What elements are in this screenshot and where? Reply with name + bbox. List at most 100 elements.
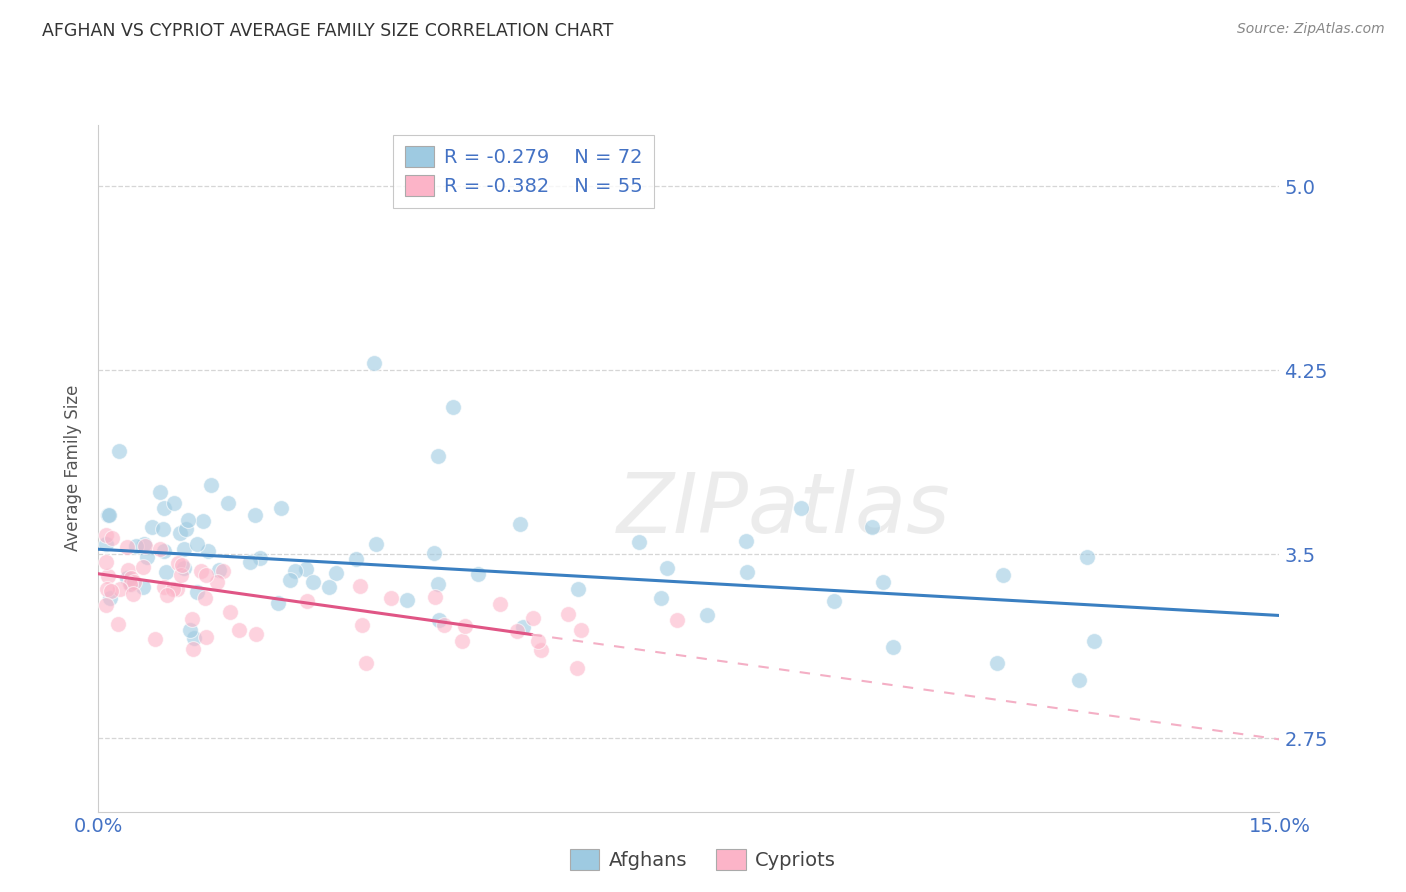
Point	[195, 630, 218, 644]
Point	[169, 525, 191, 540]
Point	[166, 582, 188, 597]
Point	[152, 580, 174, 594]
Point	[163, 496, 186, 510]
Point	[98, 508, 121, 522]
Point	[141, 520, 163, 534]
Point	[1067, 673, 1090, 688]
Point	[134, 539, 156, 553]
Point	[423, 546, 446, 560]
Point	[318, 580, 340, 594]
Point	[666, 613, 689, 627]
Point	[433, 617, 456, 632]
Point	[509, 517, 531, 532]
Point	[454, 618, 477, 632]
Point	[167, 556, 190, 570]
Point	[872, 575, 894, 590]
Point	[270, 501, 292, 516]
Text: AFGHAN VS CYPRIOT AVERAGE FAMILY SIZE CORRELATION CHART: AFGHAN VS CYPRIOT AVERAGE FAMILY SIZE CO…	[42, 22, 613, 40]
Point	[149, 485, 172, 500]
Point	[396, 593, 419, 607]
Point	[380, 591, 402, 606]
Point	[218, 495, 240, 509]
Point	[302, 574, 325, 589]
Point	[115, 571, 138, 585]
Point	[986, 656, 1008, 670]
Point	[162, 582, 184, 597]
Point	[183, 632, 205, 646]
Point	[170, 568, 193, 582]
Point	[249, 550, 271, 565]
Point	[628, 534, 651, 549]
Point	[153, 501, 176, 516]
Point	[657, 561, 679, 575]
Point	[423, 590, 446, 604]
Point	[219, 605, 242, 619]
Point	[124, 539, 146, 553]
Point	[143, 632, 166, 646]
Point	[344, 552, 367, 566]
Point	[96, 582, 118, 596]
Point	[96, 537, 118, 551]
Point	[278, 573, 301, 587]
Point	[427, 613, 450, 627]
Point	[197, 543, 219, 558]
Point	[97, 508, 120, 523]
Point	[735, 534, 758, 549]
Point	[131, 559, 153, 574]
Point	[467, 566, 489, 581]
Point	[427, 576, 450, 591]
Point	[506, 624, 529, 638]
Point	[354, 656, 377, 670]
Point	[737, 566, 759, 580]
Point	[173, 561, 195, 575]
Point	[295, 594, 318, 608]
Point	[245, 626, 267, 640]
Point	[1076, 550, 1098, 565]
Point	[991, 567, 1014, 582]
Point	[823, 594, 845, 608]
Point	[194, 591, 217, 605]
Point	[177, 513, 200, 527]
Point	[149, 541, 172, 556]
Point	[295, 561, 318, 575]
Point	[650, 591, 672, 605]
Point	[239, 555, 262, 569]
Point	[243, 508, 266, 523]
Point	[96, 528, 118, 542]
Point	[181, 642, 204, 657]
Point	[882, 640, 904, 655]
Y-axis label: Average Family Size: Average Family Size	[65, 385, 83, 551]
Point	[557, 607, 579, 622]
Point	[696, 607, 718, 622]
Point	[200, 477, 222, 491]
Point	[284, 564, 307, 578]
Point	[100, 584, 122, 599]
Point	[134, 537, 156, 551]
Point	[212, 565, 235, 579]
Point	[98, 591, 121, 605]
Point	[117, 563, 139, 577]
Point	[122, 574, 145, 589]
Point	[194, 568, 217, 582]
Point	[107, 617, 129, 632]
Point	[228, 623, 250, 637]
Point	[186, 584, 208, 599]
Point	[135, 550, 157, 565]
Point	[207, 575, 229, 590]
Point	[132, 580, 155, 594]
Point	[100, 531, 122, 545]
Point	[569, 623, 592, 637]
Point	[96, 598, 118, 612]
Point	[790, 501, 813, 516]
Point	[267, 596, 290, 610]
Point	[156, 588, 179, 602]
Point	[366, 537, 388, 551]
Point	[363, 356, 385, 370]
Legend: Afghans, Cypriots: Afghans, Cypriots	[562, 841, 844, 878]
Point	[97, 568, 120, 582]
Point	[450, 633, 472, 648]
Point	[96, 555, 118, 569]
Text: ZIPatlas: ZIPatlas	[617, 469, 950, 550]
Point	[489, 597, 512, 611]
Point	[565, 661, 588, 675]
